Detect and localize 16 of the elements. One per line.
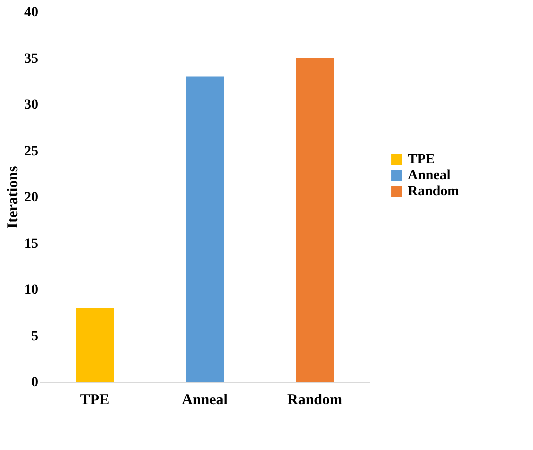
y-tick-label: 5 xyxy=(32,329,38,344)
legend-label: Random xyxy=(408,184,460,200)
y-tick-label: 10 xyxy=(24,283,38,298)
y-tick-label: 25 xyxy=(24,144,38,160)
y-tick-label: 40 xyxy=(24,6,38,20)
y-tick-label: 20 xyxy=(24,190,38,206)
y-tick-label: 30 xyxy=(24,98,38,113)
y-tick-label: 0 xyxy=(32,376,38,390)
legend-label: Anneal xyxy=(408,168,451,184)
y-tick-label: 35 xyxy=(24,52,38,67)
legend-label: TPE xyxy=(408,152,436,168)
x-tick-label: Random xyxy=(287,392,344,408)
x-tick-label: TPE xyxy=(80,392,110,408)
y-tick-label: 15 xyxy=(24,236,38,252)
x-tick-label: Anneal xyxy=(182,392,228,408)
y-axis-title: Iterations xyxy=(6,166,22,229)
